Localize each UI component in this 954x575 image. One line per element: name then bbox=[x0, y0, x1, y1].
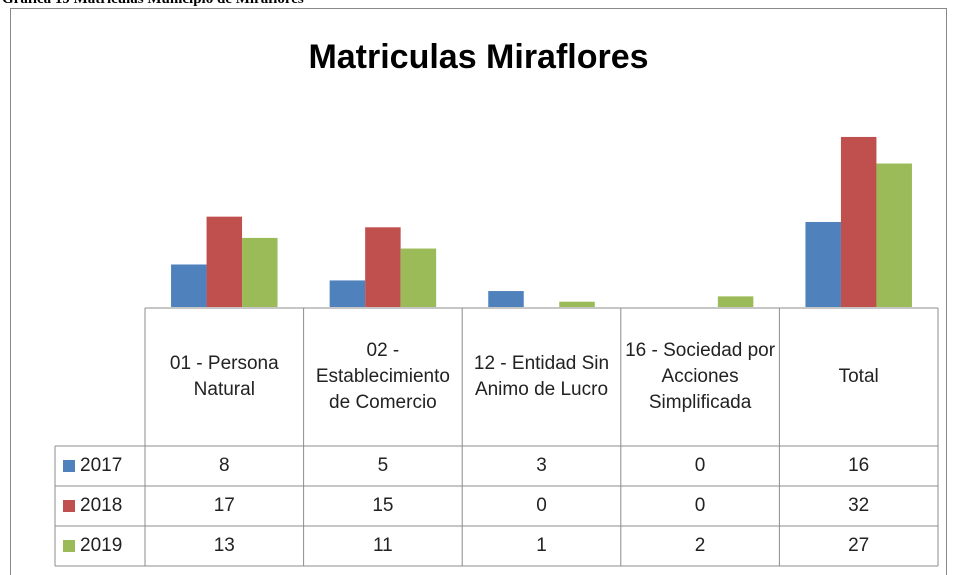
chart-frame bbox=[10, 8, 947, 575]
legend-label: 2017 bbox=[80, 455, 123, 476]
table-value: 2 bbox=[694, 535, 706, 556]
bar bbox=[876, 163, 912, 307]
bar bbox=[206, 216, 243, 307]
bar bbox=[840, 136, 877, 307]
legend-label: 2018 bbox=[80, 495, 123, 516]
table-value: 27 bbox=[848, 535, 870, 556]
table-value: 5 bbox=[377, 455, 389, 476]
bar bbox=[559, 301, 595, 307]
bar bbox=[488, 291, 524, 307]
bar bbox=[400, 248, 437, 307]
table-value: 0 bbox=[694, 455, 706, 476]
table-value: 0 bbox=[536, 495, 547, 516]
table-value: 11 bbox=[373, 535, 393, 556]
table-value: 1 bbox=[536, 535, 547, 556]
table-value: 32 bbox=[848, 495, 870, 516]
bar bbox=[171, 264, 207, 307]
legend-swatch bbox=[63, 500, 75, 512]
bar bbox=[805, 221, 841, 307]
chart-title: Matriculas Miraflores bbox=[308, 38, 649, 76]
table-value: 17 bbox=[213, 495, 235, 516]
x-category-label: 01 - Persona Natural bbox=[169, 353, 279, 400]
legend-entry: 2018 bbox=[55, 486, 145, 526]
x-category-label: Total bbox=[838, 366, 879, 387]
bar bbox=[329, 280, 366, 307]
table-value: 15 bbox=[372, 495, 394, 516]
table-value: 3 bbox=[536, 455, 547, 476]
x-category-label: 02 - Establecimiento de Comercio bbox=[315, 340, 450, 413]
bar bbox=[717, 296, 754, 307]
table-value: 16 bbox=[848, 455, 870, 476]
legend-label: 2019 bbox=[80, 535, 123, 556]
table-value: 0 bbox=[694, 495, 706, 516]
x-category-label: 12 - Entidad Sin Animo de Lucro bbox=[473, 353, 610, 400]
bar bbox=[365, 227, 401, 307]
table-value: 8 bbox=[219, 455, 230, 476]
legend-swatch bbox=[63, 540, 75, 552]
legend-entry: 2019 bbox=[55, 526, 145, 566]
legend-entry: 2017 bbox=[55, 446, 145, 486]
x-category-label: 16 - Sociedad por Acciones Simplificada bbox=[625, 340, 776, 413]
caption: Grafica 19 Matriculas Municipio de Miraf… bbox=[2, 0, 304, 8]
bar bbox=[242, 237, 278, 307]
legend-swatch bbox=[63, 460, 75, 472]
table-value: 13 bbox=[213, 535, 235, 556]
